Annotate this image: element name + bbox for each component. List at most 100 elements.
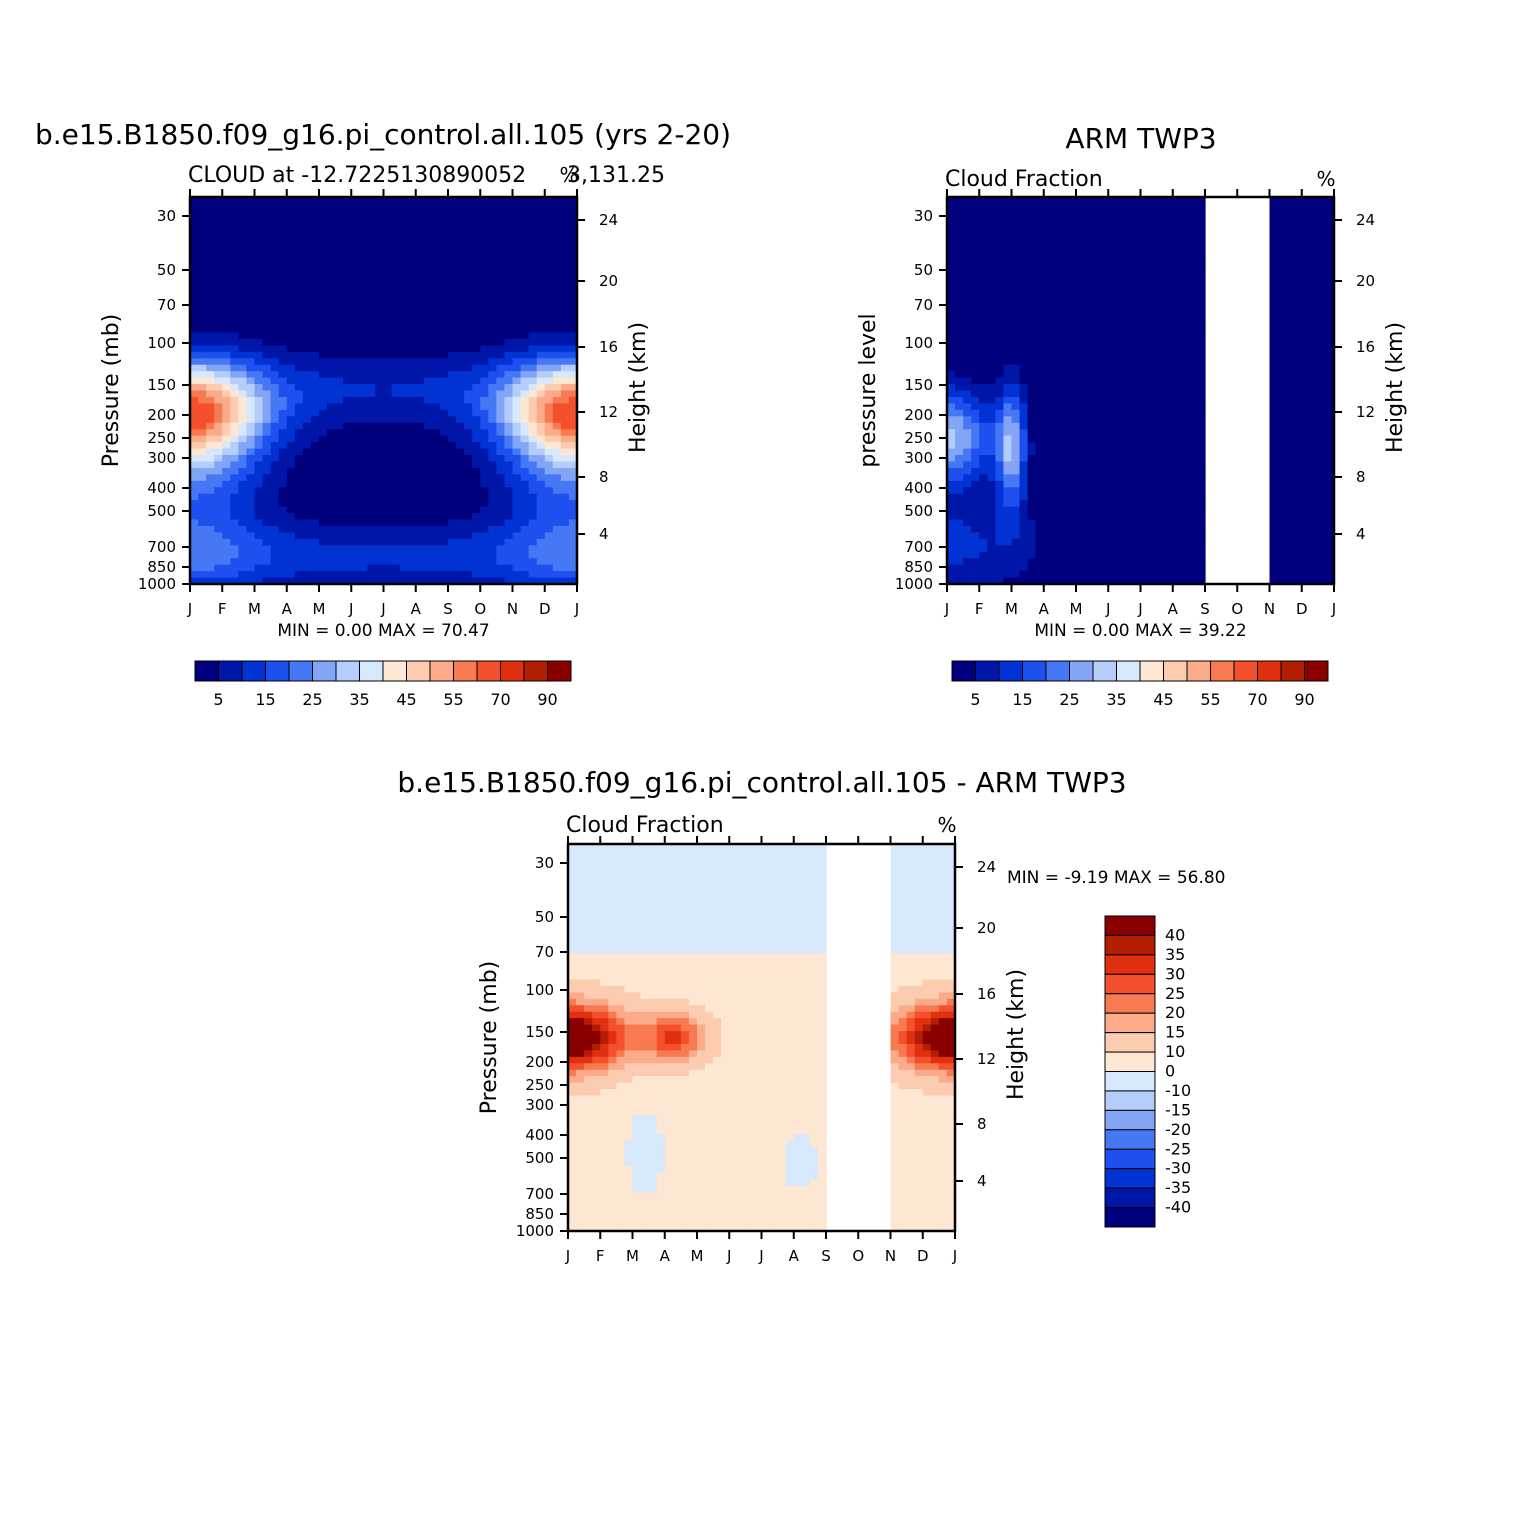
contour-cell [1132,506,1142,514]
contour-cell [383,242,393,250]
contour-cell [1180,525,1190,533]
contour-cell [367,248,377,256]
contour-cell [568,396,578,404]
contour-cell [504,422,514,430]
contour-cell [544,287,554,295]
contour-cell [1003,403,1013,411]
contour-cell [456,332,465,340]
contour-cell [544,319,554,327]
contour-cell [472,326,481,334]
contour-cell [464,558,473,566]
contour-cell [971,435,980,443]
contour-cell [1035,261,1045,269]
contour-cell [1180,222,1190,230]
contour-cell [246,474,256,482]
contour-cell [230,455,239,463]
contour-cell [214,209,223,217]
contour-cell [335,545,344,553]
contour-cell [488,480,497,488]
contour-cell [1108,242,1117,250]
contour-cell [1188,429,1198,437]
contour-cell [423,493,433,501]
contour-cell [246,442,256,450]
contour-cell [375,306,385,314]
contour-cell [278,222,288,230]
contour-cell [504,351,514,359]
colorbar-swatch [523,660,548,682]
contour-cell [1108,493,1117,501]
contour-cell [351,197,360,205]
contour-cell [335,474,344,482]
contour-cell [1124,313,1134,321]
contour-cell [359,571,368,579]
contour-cell [262,345,272,353]
contour-cell [367,203,377,211]
contour-cell [1035,280,1045,288]
contour-cell [222,229,231,237]
contour-cell [415,332,425,340]
contour-cell [206,235,215,243]
contour-cell [351,261,360,269]
contour-cell [1051,487,1061,495]
contour-cell [383,229,393,237]
contour-cell [278,506,288,514]
contour-cell [528,313,538,321]
contour-cell [294,538,304,546]
contour-cell [254,519,264,527]
contour-cell [1084,461,1093,469]
contour-cell [294,306,304,314]
contour-cell [1059,222,1069,230]
contour-cell [230,197,239,205]
contour-cell [1084,513,1093,521]
x-tick-label: J [380,600,385,618]
contour-cell [560,396,570,404]
contour-cell [1100,280,1109,288]
contour-cell [1027,506,1037,514]
contour-cell [238,571,248,579]
contour-cell [262,384,272,392]
contour-cell [536,293,546,301]
contour-cell [552,351,562,359]
contour-cell [302,545,312,553]
contour-cell [1124,500,1134,508]
contour-cell [472,513,481,521]
contour-cell [1269,287,1279,295]
contour-cell [1035,216,1045,224]
contour-cell [995,364,1005,372]
colorbar-label: 45 [396,690,416,709]
contour-cell [190,235,199,243]
contour-cell [568,377,578,385]
contour-cell [246,255,256,263]
contour-cell [254,487,264,495]
contour-cell [1019,313,1029,321]
contour-cell [383,326,393,334]
contour-cell [1180,416,1190,424]
contour-cell [1035,403,1045,411]
contour-cell [528,222,538,230]
contour-cell [286,358,296,366]
contour-cell [504,480,514,488]
contour-cell [552,480,562,488]
contour-cell [359,435,368,443]
contour-cell [327,396,336,404]
contour-cell [246,409,256,417]
contour-cell [319,577,328,585]
contour-cell [1003,551,1013,559]
contour-cell [294,558,304,566]
contour-cell [1092,461,1101,469]
contour-cell [1172,493,1182,501]
contour-cell [1180,287,1190,295]
contour-cell [464,267,473,275]
contour-cell [294,532,304,540]
contour-cell [359,313,368,321]
contour-cell [1172,390,1182,398]
contour-cell [214,216,223,224]
contour-cell [955,384,964,392]
contour-cell [995,525,1005,533]
contour-cell [278,287,288,295]
contour-cell [504,345,514,353]
contour-cell [1067,435,1077,443]
contour-cell [520,493,530,501]
contour-cell [560,409,570,417]
contour-cell [399,435,409,443]
